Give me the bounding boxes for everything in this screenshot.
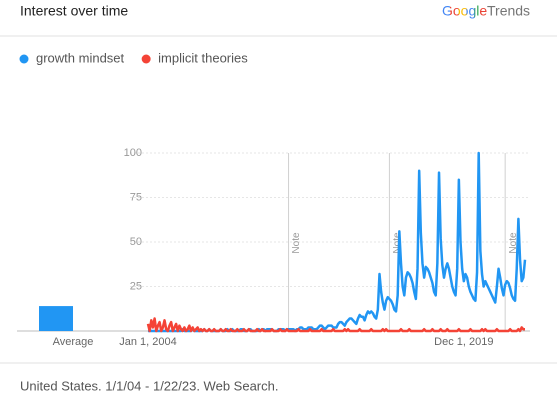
average-label: Average: [53, 336, 94, 348]
legend-label[interactable]: implicit theories: [158, 50, 248, 65]
note-label[interactable]: Note: [291, 232, 302, 254]
x-tick-label: Jan 1, 2004: [119, 336, 177, 348]
note-label[interactable]: Note: [392, 232, 403, 254]
y-tick-label: 25: [130, 280, 142, 292]
brand-product: Trends: [487, 3, 530, 19]
widget-title: Interest over time: [20, 3, 128, 19]
footer-text: United States. 1/1/04 - 1/22/23. Web Sea…: [20, 378, 278, 393]
note-label[interactable]: Note: [508, 232, 519, 254]
legend-swatch[interactable]: [19, 54, 29, 64]
y-tick-label: 75: [130, 191, 142, 203]
legend-swatch[interactable]: [141, 54, 151, 64]
brand-name: Google: [442, 3, 487, 19]
y-tick-label: 50: [130, 236, 142, 248]
average-bar: [39, 306, 73, 331]
series-line: [146, 317, 525, 333]
series-line: [148, 151, 527, 333]
x-tick-label: Dec 1, 2019: [434, 336, 493, 348]
legend-label[interactable]: growth mindset: [36, 50, 125, 65]
y-tick-label: 100: [124, 147, 142, 159]
